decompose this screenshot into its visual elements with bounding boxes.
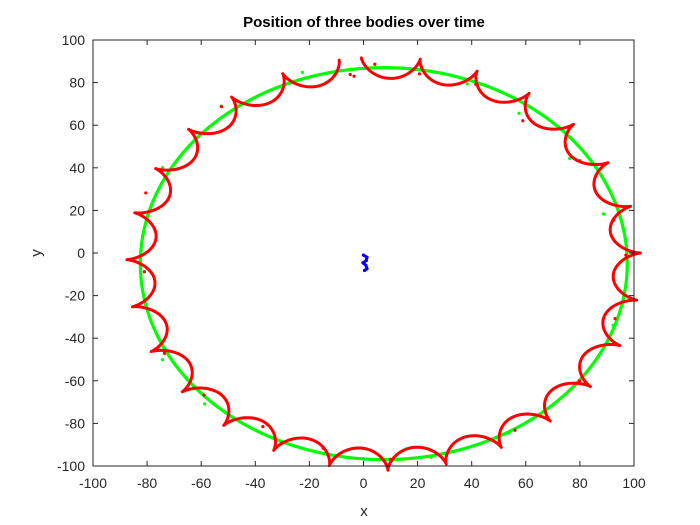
series-line-1 — [138, 66, 629, 462]
series-1-point — [260, 431, 264, 436]
x-tick-label: 100 — [622, 475, 646, 491]
series-1-point — [507, 431, 511, 435]
series-1-point — [611, 323, 615, 327]
series-2-point — [513, 428, 517, 432]
chart-title: Position of three bodies over time — [243, 14, 485, 31]
series-1-point — [625, 262, 629, 266]
series-3-point — [364, 263, 368, 267]
series-2-point — [578, 159, 582, 163]
y-tick-label: -80 — [65, 415, 85, 431]
y-tick-label: -60 — [65, 373, 85, 389]
series-2-point — [219, 105, 224, 109]
x-axis-label: x — [360, 503, 368, 520]
series-2-point — [613, 317, 617, 321]
series-2-point — [373, 62, 377, 66]
y-tick-label: 20 — [69, 202, 85, 218]
x-tick-label: -100 — [79, 475, 107, 491]
y-axis: -100 -80 -60 -40 -20 0 20 40 60 80 100 — [57, 32, 634, 474]
series-1-point — [601, 212, 606, 216]
y-tick-label: 100 — [62, 32, 86, 48]
series-1-point — [160, 358, 165, 362]
x-tick-label: 80 — [572, 475, 588, 491]
x-axis: -100 -80 -60 -40 -20 0 20 40 60 80 100 — [79, 40, 646, 491]
series-2-point — [388, 457, 393, 461]
series-3-point — [364, 259, 368, 263]
x-tick-label: -60 — [191, 475, 211, 491]
series-1-point — [429, 455, 433, 459]
series-2-point — [474, 82, 478, 86]
series-1-point — [360, 66, 364, 71]
x-tick-label: 20 — [410, 475, 426, 491]
y-tick-label: 40 — [69, 160, 85, 176]
y-tick-label: 0 — [77, 245, 85, 261]
plot-area — [125, 56, 642, 472]
series-3-point — [365, 267, 369, 271]
series-2-point — [142, 270, 146, 274]
series-2-point — [144, 191, 148, 195]
series-2-point — [348, 72, 352, 77]
x-tick-label: -20 — [299, 475, 319, 491]
series-2-point — [612, 218, 616, 222]
series-2-point — [202, 393, 206, 397]
series-2-point — [435, 452, 439, 456]
y-tick-label: 60 — [69, 117, 85, 133]
series-2-point — [352, 74, 356, 78]
series-2-point — [261, 425, 265, 429]
series-2-point — [417, 72, 422, 76]
series-1-point — [517, 111, 521, 115]
series-1-point — [568, 388, 572, 392]
x-tick-label: -80 — [137, 475, 157, 491]
series-1-point — [465, 82, 469, 86]
series-2-point — [162, 351, 167, 355]
series-line-2 — [125, 56, 642, 472]
series-3-point — [365, 255, 369, 259]
series-1-point — [300, 70, 304, 74]
y-tick-label: -20 — [65, 288, 85, 304]
y-tick-label: -100 — [57, 458, 85, 474]
x-tick-label: 40 — [464, 475, 480, 491]
series-3-point — [362, 268, 367, 273]
series-3-point — [361, 261, 365, 265]
x-tick-label: 60 — [518, 475, 534, 491]
series-1-point — [203, 402, 207, 406]
series-2-point — [321, 446, 325, 450]
x-tick-label: -40 — [245, 475, 265, 491]
x-tick-label: 0 — [360, 475, 368, 491]
series-1-point — [568, 156, 572, 161]
series-2-point — [521, 119, 525, 123]
y-axis-label: y — [28, 249, 45, 257]
y-tick-label: -40 — [65, 330, 85, 346]
y-tick-label: 80 — [69, 75, 85, 91]
series-1-point — [407, 66, 412, 71]
series-2-point — [577, 379, 581, 383]
series-2-point — [624, 253, 628, 257]
series-3-point — [361, 253, 366, 257]
